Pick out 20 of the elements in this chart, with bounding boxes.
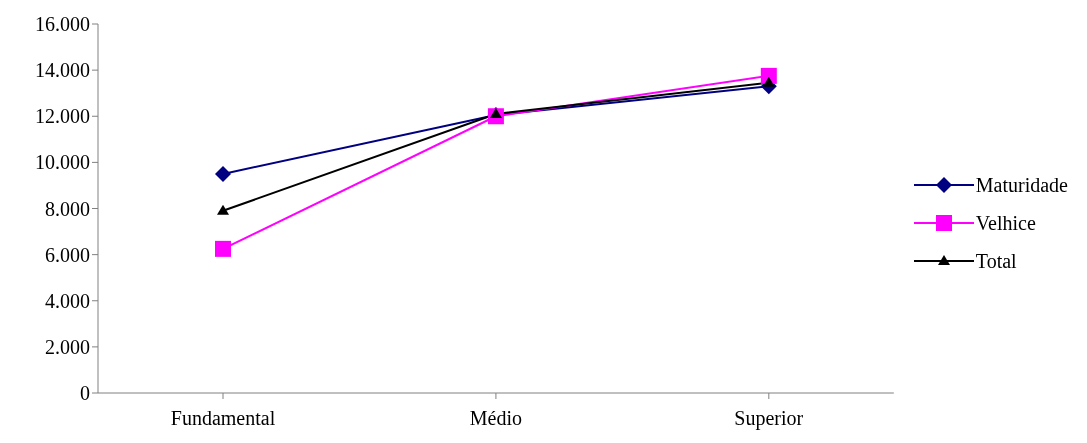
y-tick-label: 8.000 [45,197,90,220]
y-tick-label: 4.000 [45,289,90,312]
x-tick-label: Superior [734,407,804,431]
legend-label: Total [975,249,1017,273]
point [762,76,775,87]
point [215,240,231,257]
y-tick-label: 2.000 [45,335,90,358]
y-tick-label: 0 [80,382,90,405]
legend-label: Velhice [975,211,1036,235]
y-tick-label: 10.000 [35,151,90,174]
legend-label: Maturidade [975,173,1068,197]
y-tick-label: 14.000 [35,59,90,82]
y-tick-label: 16.000 [35,13,90,36]
x-tick-label: Médio [469,407,523,430]
x-tick-label: Fundamental [170,407,276,430]
point [217,204,229,215]
point [489,107,502,118]
point [215,165,231,182]
y-tick-label: 6.000 [45,243,90,266]
y-tick-label: 12.000 [35,105,90,128]
